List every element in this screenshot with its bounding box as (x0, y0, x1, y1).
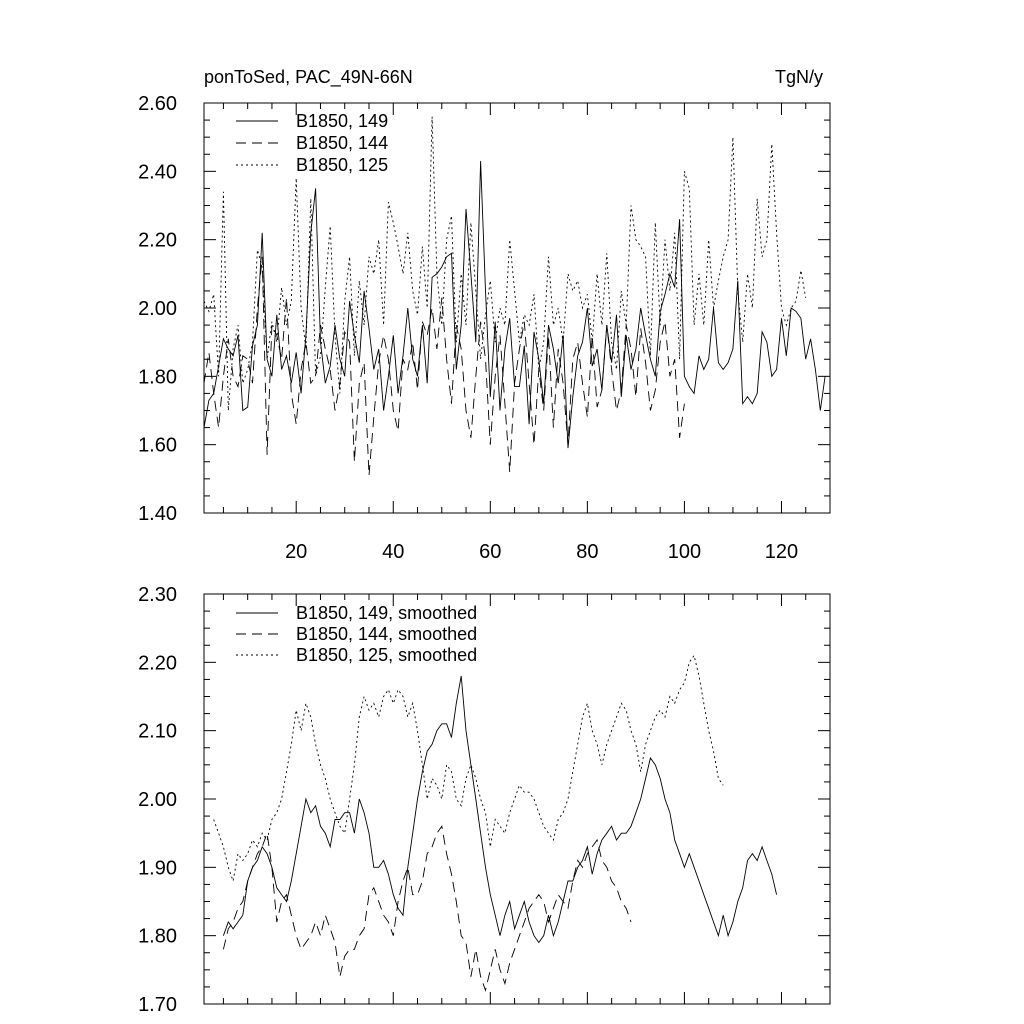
top-panel-x-tick-label: 100 (668, 541, 701, 563)
bottom-panel-series-line-1 (222, 675, 778, 944)
bottom-panel-y-tick-label: 1.70 (138, 994, 177, 1016)
top-panel: ponToSed, PAC_49N-66N TgN/y 20 40 60 80 100 1… (138, 67, 831, 563)
top-panel-legend-label-3: B1850, 125 (296, 155, 388, 175)
top-panel-legend-label-1: B1850, 149 (296, 111, 388, 131)
bottom-panel-y-tick-label: 2.00 (138, 789, 177, 811)
bottom-panel-legend-label-3: B1850, 125, smoothed (296, 645, 477, 665)
top-panel-x-tick-label: 80 (576, 541, 598, 563)
top-panel-x-tick-label: 120 (765, 541, 798, 563)
bottom-panel-series-line-3 (213, 654, 724, 883)
bottom-panel-y-tick-label: 1.80 (138, 926, 177, 948)
top-panel-series-line-3 (203, 116, 807, 411)
top-panel-series-line-2 (203, 256, 685, 476)
bottom-panel-series-line-2 (222, 825, 632, 992)
top-panel-x-tick-label: 20 (285, 541, 307, 563)
top-panel-y-tick-label: 1.60 (138, 435, 177, 457)
bottom-panel-series (213, 654, 778, 992)
top-panel-legend-label-2: B1850, 144 (296, 133, 388, 153)
bottom-panel-y-tick-label: 1.90 (138, 857, 177, 879)
top-panel-title-right: TgN/y (775, 67, 823, 87)
top-panel-y-tick-label: 1.80 (138, 366, 177, 388)
top-panel-y-tick-label: 2.20 (138, 230, 177, 252)
top-panel-series-line-1 (203, 161, 826, 449)
top-panel-y-tick-label: 1.40 (138, 503, 177, 525)
bottom-panel: 1.70 1.80 1.90 2.00 2.10 2.20 2.30 B1850, 149,… (138, 584, 831, 1016)
bottom-panel-y-tick-label: 2.10 (138, 721, 177, 743)
bottom-panel-legend-label-2: B1850, 144, smoothed (296, 624, 477, 644)
top-panel-y-tick-label: 2.60 (138, 93, 177, 115)
top-panel-y-tick-label: 2.40 (138, 161, 177, 183)
top-panel-series (203, 116, 826, 476)
bottom-panel-y-tick-label: 2.30 (138, 584, 177, 606)
bottom-panel-ticks: 1.70 1.80 1.90 2.00 2.10 2.20 2.30 (138, 584, 830, 1016)
top-panel-x-tick-label: 40 (382, 541, 404, 563)
top-panel-ticks: 20 40 60 80 100 120 1.40 1.60 1.80 2.00 2.20 2.40 2.… (138, 93, 830, 563)
top-panel-y-tick-label: 2.00 (138, 298, 177, 320)
bottom-panel-legend-label-1: B1850, 149, smoothed (296, 603, 477, 623)
top-panel-x-tick-label: 60 (479, 541, 501, 563)
top-panel-title-left: ponToSed, PAC_49N-66N (204, 67, 413, 88)
bottom-panel-y-tick-label: 2.20 (138, 652, 177, 674)
